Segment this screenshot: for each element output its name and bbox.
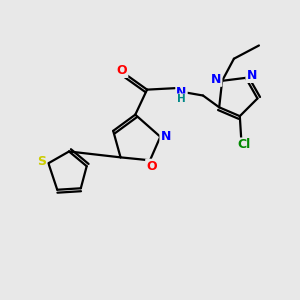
Text: O: O: [146, 160, 157, 173]
Text: Cl: Cl: [238, 139, 251, 152]
Text: S: S: [38, 155, 46, 168]
Text: N: N: [246, 69, 257, 82]
Text: N: N: [176, 86, 187, 99]
Text: N: N: [211, 73, 221, 86]
Text: O: O: [117, 64, 127, 77]
Text: H: H: [177, 94, 186, 104]
Text: N: N: [160, 130, 171, 143]
